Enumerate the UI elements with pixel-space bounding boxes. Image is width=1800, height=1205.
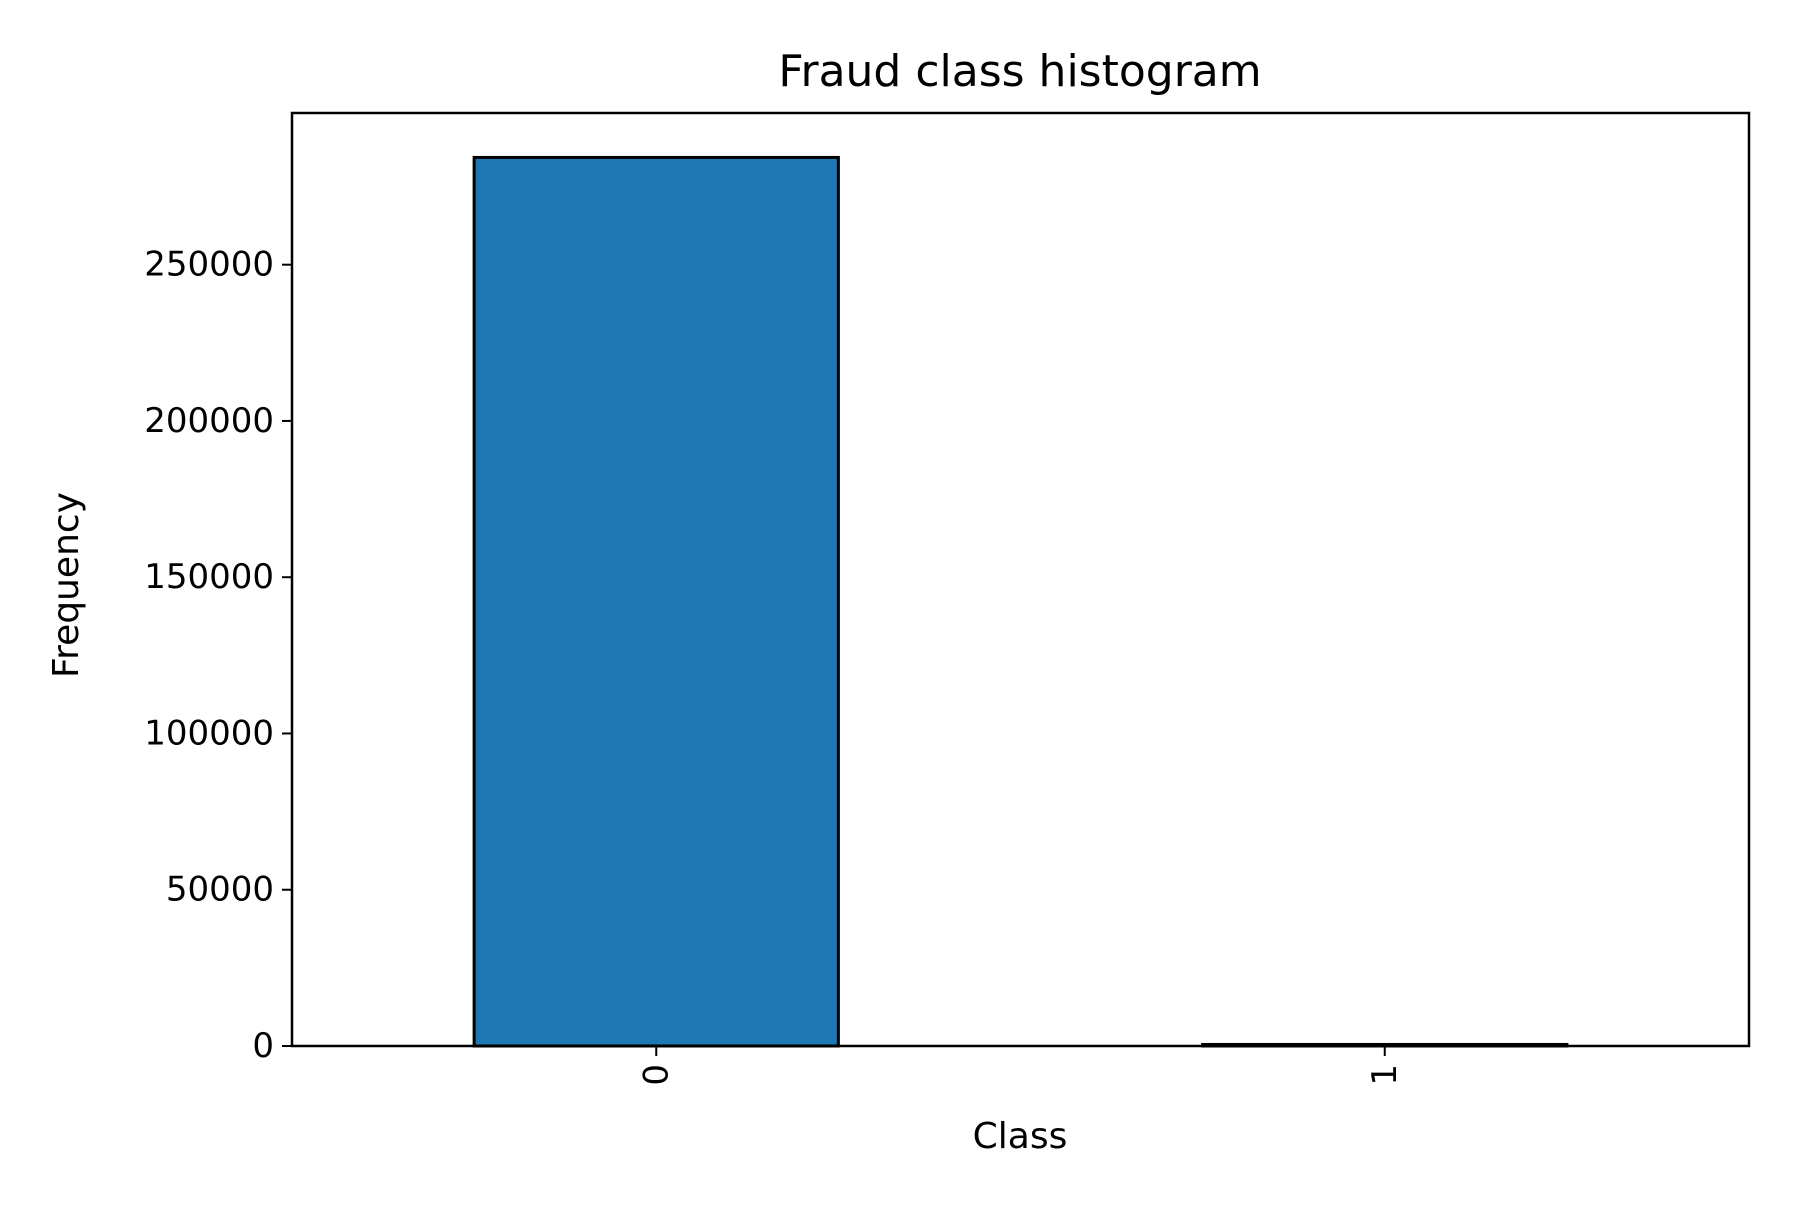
x-axis-label: Class (973, 1116, 1068, 1157)
y-tick-label: 250000 (144, 245, 274, 285)
x-tick-label: 0 (636, 1064, 676, 1086)
y-tick-label: 200000 (144, 401, 274, 441)
y-axis: 0 50000 100000 150000 200000 250000 (144, 245, 292, 1066)
chart-title: Fraud class histogram (778, 46, 1261, 97)
y-tick-label: 150000 (144, 557, 274, 597)
x-tick-label: 1 (1365, 1064, 1405, 1086)
bar-class-0 (472, 155, 840, 1048)
y-tick-label: 50000 (166, 870, 274, 910)
axes-frame (290, 111, 1751, 1048)
y-tick-label: 100000 (144, 713, 274, 753)
plot-area (472, 155, 1569, 1048)
y-axis-label: Frequency (46, 492, 87, 678)
y-tick-label: 0 (252, 1026, 274, 1066)
